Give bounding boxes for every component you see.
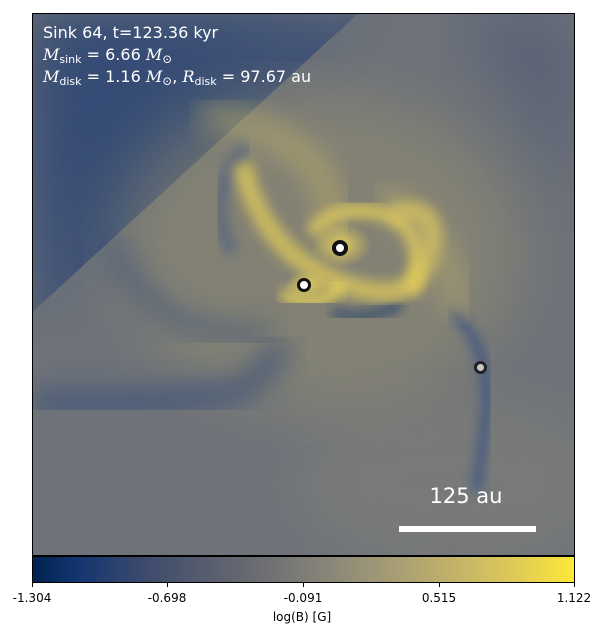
sink-left bbox=[297, 278, 311, 292]
sink-mass-value: = 6.66 bbox=[86, 45, 141, 64]
colorbar-tick-label: 0.515 bbox=[421, 591, 457, 605]
disk-mass-symbol: M bbox=[43, 67, 60, 86]
disk-radius-symbol: R bbox=[182, 67, 195, 86]
sink-mass-subscript: sink bbox=[59, 53, 82, 66]
scale-bar-label: 125 au bbox=[429, 484, 503, 508]
disk-radius-subscript: disk bbox=[194, 75, 217, 88]
solar-symbol-2: ⊙ bbox=[162, 74, 173, 88]
sink-right bbox=[474, 361, 487, 374]
sink-main bbox=[332, 240, 348, 256]
colorbar bbox=[32, 556, 575, 583]
scale-bar bbox=[399, 526, 536, 532]
sink-title: Sink 64, t=123.36 kyr bbox=[43, 22, 218, 43]
solar-mass-symbol: M bbox=[145, 45, 163, 64]
disk-radius-value: = 97.67 au bbox=[221, 67, 312, 86]
disk-properties: Mdisk = 1.16 M⊙, Rdisk = 97.67 au bbox=[43, 67, 312, 88]
colorbar-tick bbox=[167, 583, 168, 587]
disk-mass-value: = 1.16 bbox=[86, 67, 141, 86]
disk-mass-subscript: disk bbox=[59, 75, 82, 88]
colorbar-tick-label: -1.304 bbox=[12, 591, 52, 605]
colorbar-tick-label: -0.091 bbox=[283, 591, 323, 605]
colorbar-tick-label: 1.122 bbox=[556, 591, 592, 605]
colorbar-tick bbox=[439, 583, 440, 587]
magnetic-field-map: Sink 64, t=123.36 kyr Msink = 6.66 M⊙ Md… bbox=[32, 13, 575, 556]
solar-mass-symbol-2: M bbox=[145, 67, 163, 86]
colorbar-label: log(B) [G] bbox=[272, 610, 332, 624]
solar-symbol: ⊙ bbox=[162, 52, 173, 66]
colorbar-tick bbox=[574, 583, 575, 587]
colorbar-tick bbox=[303, 583, 304, 587]
sink-mass: Msink = 6.66 M⊙ bbox=[43, 44, 172, 70]
colorbar-tick bbox=[32, 583, 33, 587]
sink-title-text: Sink 64, t=123.36 kyr bbox=[43, 23, 219, 42]
sink-mass-symbol: M bbox=[43, 45, 60, 64]
colorbar-tick-label: -0.698 bbox=[147, 591, 187, 605]
